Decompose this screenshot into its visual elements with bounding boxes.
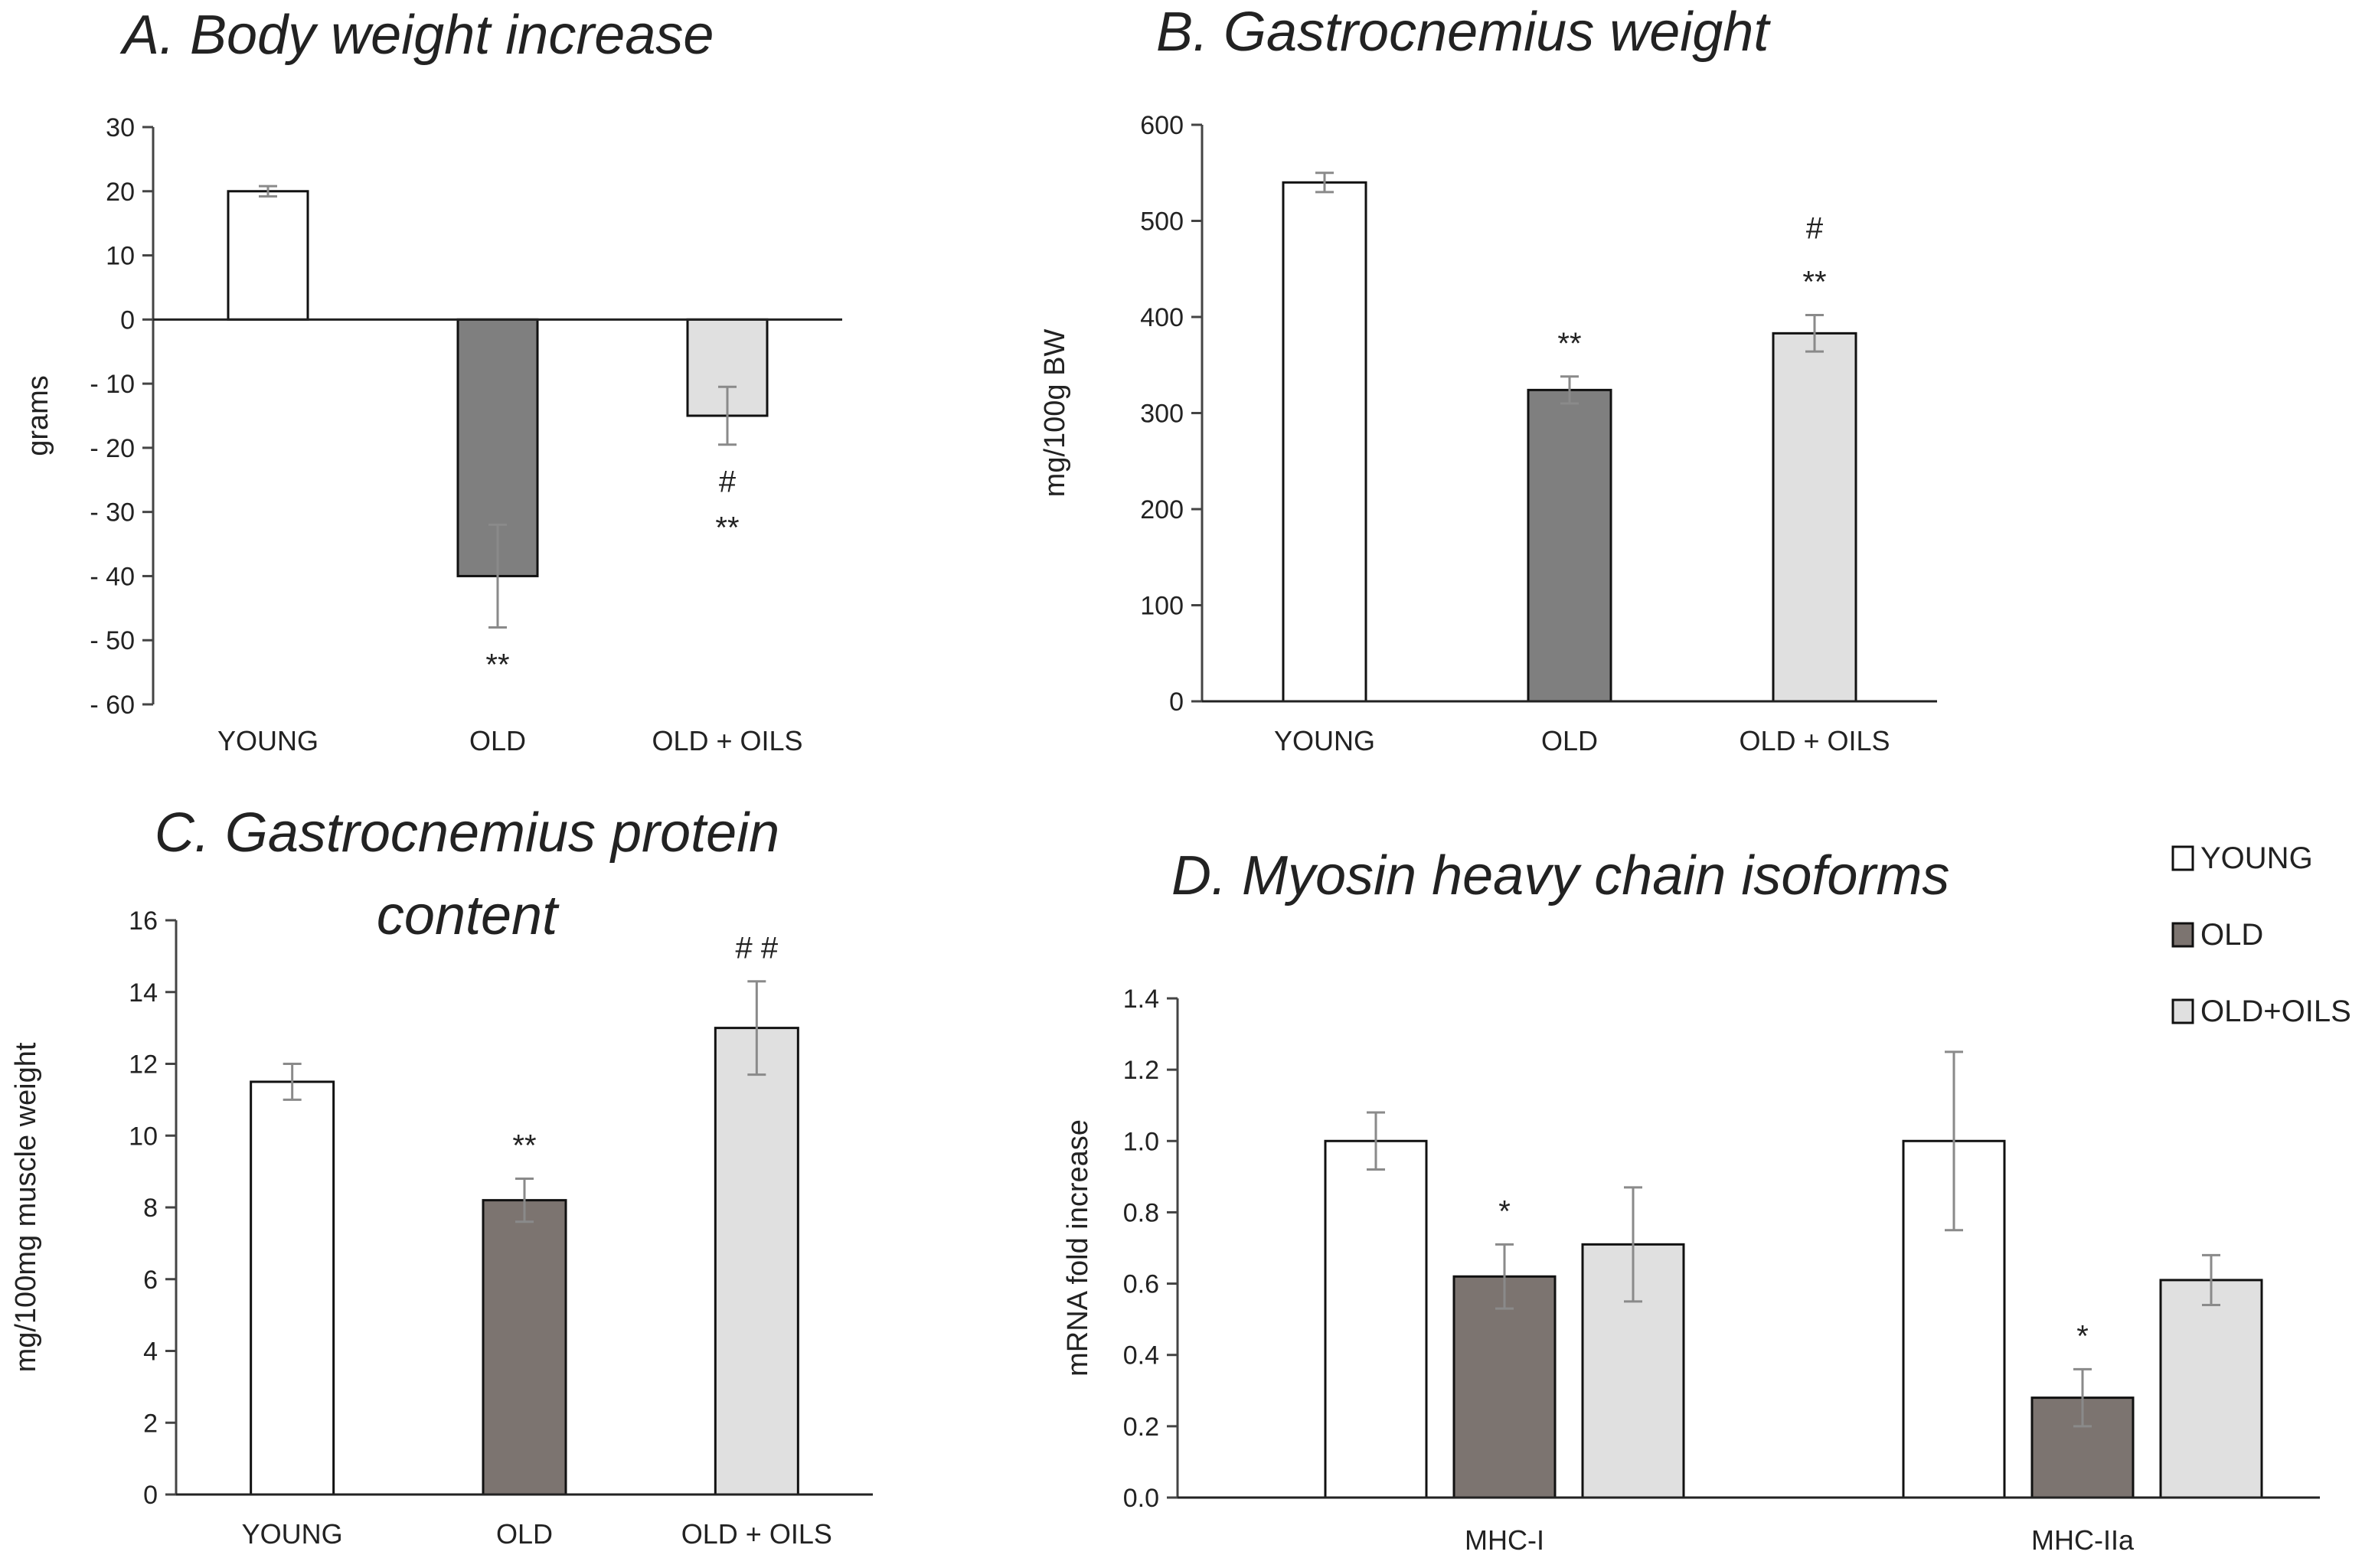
panel-a-significance-label: # — [719, 466, 737, 499]
panel-c-category-label: YOUNG — [242, 1518, 343, 1550]
panel-c-title-line2: content — [377, 885, 560, 946]
panel-d-significance-label: * — [1498, 1194, 1511, 1228]
panel-c-significance-label: ** — [512, 1129, 536, 1163]
panel-b-y-tick-label: 500 — [1140, 207, 1184, 237]
panel-d-y-tick-label: 1.2 — [1123, 1056, 1159, 1085]
panel-d-y-tick-label: 0.4 — [1123, 1341, 1159, 1370]
panel-a-chart: 30 20 10 0 - 10 - 20 - 30 - 40 - 50 - 60 grams YOUN… — [22, 113, 842, 756]
panel-a-y-tick-label: - 10 — [90, 370, 135, 399]
panel-a-title: A. Body weight increase — [119, 5, 714, 66]
panel-b-y-tick-label: 600 — [1140, 111, 1184, 140]
panel-d-bar-mhc-iia-old-oils — [2159, 1279, 2263, 1499]
panel-b-category-label: YOUNG — [1274, 725, 1375, 756]
panel-d-legend-label: OLD+OILS — [2200, 995, 2351, 1028]
panel-c-y-tick-label: 2 — [143, 1409, 158, 1438]
panel-c-category-label: OLD — [496, 1518, 553, 1550]
panel-b-y-tick-label: 400 — [1140, 303, 1184, 332]
panel-b-y-axis-label: mg/100g BW — [1039, 329, 1071, 498]
panel-c-y-tick-label: 16 — [129, 906, 158, 936]
panel-b-y-tick-label: 100 — [1140, 592, 1184, 621]
panel-d-y-tick-label: 0.6 — [1123, 1270, 1159, 1299]
panel-d-y-tick-label: 1.4 — [1123, 985, 1159, 1014]
panel-b-category-label: OLD — [1541, 725, 1598, 756]
panel-a-bar-young — [227, 190, 309, 321]
panel-a-significance-label: ** — [485, 648, 509, 681]
panel-a-y-tick-label: 30 — [106, 113, 135, 142]
panel-a-y-tick-label: 0 — [120, 305, 135, 335]
panel-d-title: D. Myosin heavy chain isoforms — [1171, 845, 1949, 906]
panel-d-y-axis-label: mRNA fold increase — [1062, 1119, 1094, 1377]
panel-b-category-label: OLD + OILS — [1739, 725, 1890, 756]
panel-a-y-axis-label: grams — [22, 375, 54, 456]
panel-a-y-tick-label: - 30 — [90, 498, 135, 528]
panel-a-category-label: OLD — [469, 725, 526, 756]
panel-d-legend-label: OLD — [2200, 918, 2263, 952]
panel-b-y-tick-label: 300 — [1140, 400, 1184, 429]
panel-b-y-tick-label: 0 — [1169, 688, 1184, 717]
panel-c-bar-old — [482, 1199, 567, 1496]
panel-b-significance-label: ** — [1802, 265, 1826, 299]
panel-a-y-tick-label: - 60 — [90, 691, 135, 720]
panel-b-bar-old — [1527, 388, 1612, 703]
panel-c-y-tick-label: 8 — [143, 1194, 158, 1223]
panel-b-bar-old-oils — [1772, 332, 1857, 703]
panel-c-y-tick-label: 0 — [143, 1481, 158, 1510]
panel-a-y-tick-label: - 50 — [90, 626, 135, 655]
panel-c-y-tick-label: 10 — [129, 1122, 158, 1151]
panel-d-y-tick-label: 0.0 — [1123, 1484, 1159, 1513]
panel-c-y-tick-label: 12 — [129, 1050, 158, 1080]
panel-c-y-tick-label: 4 — [143, 1338, 158, 1367]
panel-b-bar-young — [1282, 181, 1367, 703]
panel-b-significance-label: ** — [1557, 327, 1581, 361]
panel-d-significance-label: * — [2076, 1319, 2089, 1353]
panel-a-y-tick-label: - 20 — [90, 434, 135, 463]
panel-d-bar-mhc-i-young — [1324, 1139, 1428, 1499]
panel-a-significance-label: ** — [715, 511, 739, 545]
panel-b-title: B. Gastrocnemius weight — [1156, 2, 1771, 63]
panel-d-category-label: MHC-IIa — [2031, 1524, 2135, 1556]
panel-d-legend-swatch — [2171, 922, 2194, 948]
panel-a-category-label: YOUNG — [217, 725, 319, 756]
panel-b-chart: 0 100 200 300 400 500 600 mg/100g BW YOUNG ** OLD *… — [1039, 111, 1937, 756]
panel-c-bar-old-oils — [714, 1027, 799, 1496]
panel-a-y-tick-label: 20 — [106, 178, 135, 207]
panel-d-y-tick-label: 1.0 — [1123, 1127, 1159, 1156]
panel-d-legend-swatch — [2171, 998, 2194, 1024]
panel-b-y-tick-label: 200 — [1140, 495, 1184, 524]
panel-a-y-tick-label: - 40 — [90, 562, 135, 591]
panel-c-chart: 0 2 4 6 8 10 12 14 16 mg/100mg muscle weight YOUNG… — [10, 906, 873, 1550]
panel-d-chart: 0.0 0.2 0.4 0.6 0.8 1.0 1.2 1.4 mRNA fold increa… — [1062, 841, 2351, 1556]
panel-c-significance-label: # # — [736, 932, 779, 965]
panel-a-category-label: OLD + OILS — [652, 725, 802, 756]
panel-a-y-tick-label: 10 — [106, 242, 135, 271]
panel-d-legend-swatch — [2171, 845, 2194, 871]
panel-b-significance-label: # — [1806, 211, 1824, 245]
panel-c-y-tick-label: 6 — [143, 1266, 158, 1295]
panel-c-y-tick-label: 14 — [129, 978, 158, 1008]
panel-d-y-tick-label: 0.8 — [1123, 1198, 1159, 1227]
panel-c-y-axis-label: mg/100mg muscle weight — [10, 1042, 42, 1372]
panel-c-bar-young — [250, 1080, 335, 1496]
panel-c-title-line1: C. Gastrocnemius protein — [155, 802, 779, 864]
panel-d-y-tick-label: 0.2 — [1123, 1413, 1159, 1442]
panel-d-legend-label: YOUNG — [2200, 841, 2313, 875]
panel-d-category-label: MHC-I — [1465, 1524, 1544, 1556]
panel-c-category-label: OLD + OILS — [681, 1518, 832, 1550]
